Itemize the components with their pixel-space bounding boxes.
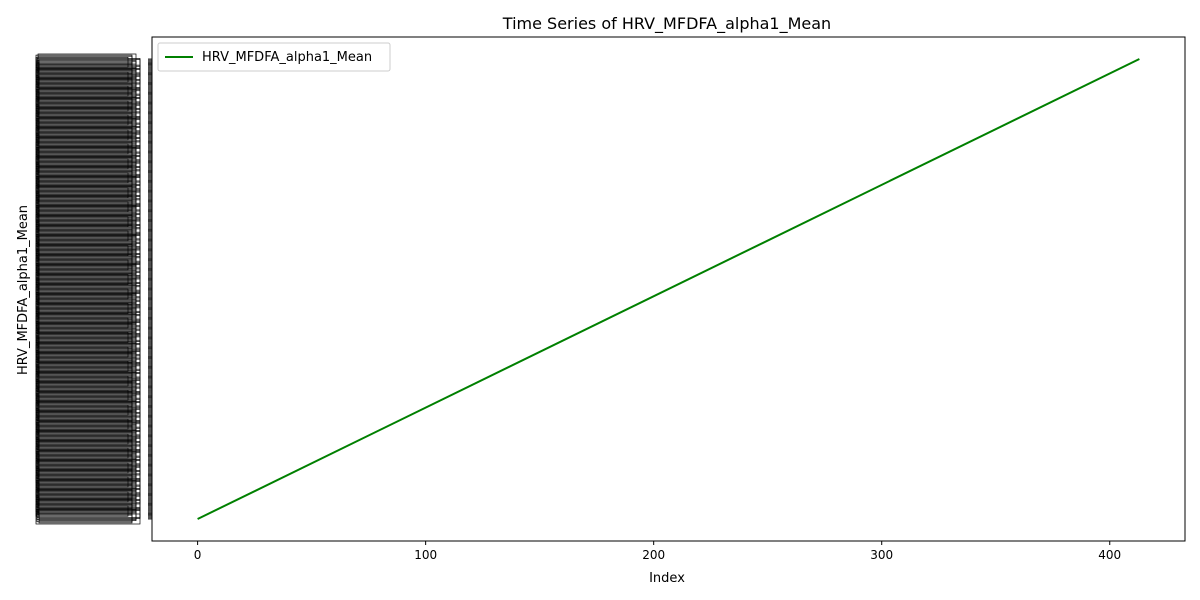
x-axis-ticks: 0 100 200 300 400 [194, 541, 1121, 562]
y-tick-label [36, 58, 141, 69]
x-tick-label: 0 [194, 548, 202, 562]
x-axis-label: Index [649, 571, 685, 586]
legend: HRV_MFDFA_alpha1_Mean [157, 42, 391, 72]
x-tick-label: 300 [870, 548, 893, 562]
y-axis-ticks [35, 53, 152, 525]
series-group [197, 58, 1140, 520]
plot-area-frame [151, 36, 1186, 542]
series-line [197, 58, 1140, 520]
legend-box [157, 42, 391, 72]
chart-title: Time Series of HRV_MFDFA_alpha1_Mean [502, 14, 831, 34]
y-tick-label [35, 54, 133, 66]
x-tick-label: 100 [414, 548, 437, 562]
y-axis-label: HRV_MFDFA_alpha1_Mean [16, 205, 31, 375]
legend-label: HRV_MFDFA_alpha1_Mean [202, 50, 372, 65]
y-tick-label [37, 53, 137, 65]
x-tick-label: 200 [642, 548, 665, 562]
x-tick-label: 400 [1098, 548, 1121, 562]
